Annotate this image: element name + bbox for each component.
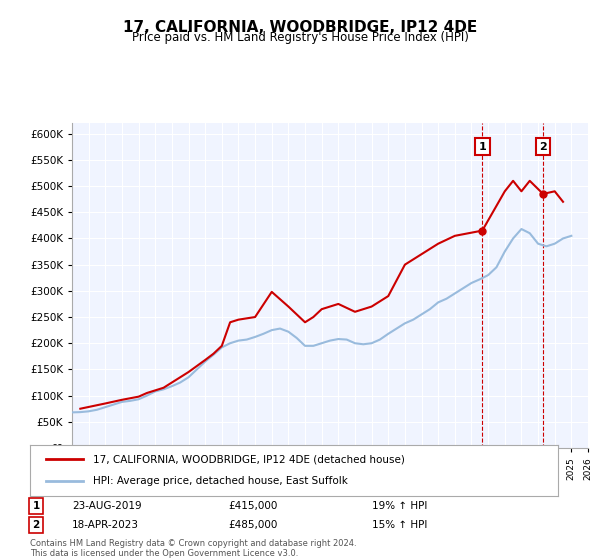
- Text: £415,000: £415,000: [228, 501, 277, 511]
- Text: 18-APR-2023: 18-APR-2023: [72, 520, 139, 530]
- Text: 1: 1: [32, 501, 40, 511]
- Text: 17, CALIFORNIA, WOODBRIDGE, IP12 4DE (detached house): 17, CALIFORNIA, WOODBRIDGE, IP12 4DE (de…: [94, 454, 405, 464]
- Text: Price paid vs. HM Land Registry's House Price Index (HPI): Price paid vs. HM Land Registry's House …: [131, 31, 469, 44]
- Text: 2: 2: [32, 520, 40, 530]
- Text: Contains HM Land Registry data © Crown copyright and database right 2024.
This d: Contains HM Land Registry data © Crown c…: [30, 539, 356, 558]
- Text: 19% ↑ HPI: 19% ↑ HPI: [372, 501, 427, 511]
- Text: 23-AUG-2019: 23-AUG-2019: [72, 501, 142, 511]
- Text: 2: 2: [539, 142, 547, 152]
- Text: 15% ↑ HPI: 15% ↑ HPI: [372, 520, 427, 530]
- Text: 1: 1: [478, 142, 486, 152]
- Text: HPI: Average price, detached house, East Suffolk: HPI: Average price, detached house, East…: [94, 477, 348, 487]
- Text: £485,000: £485,000: [228, 520, 277, 530]
- Text: 17, CALIFORNIA, WOODBRIDGE, IP12 4DE: 17, CALIFORNIA, WOODBRIDGE, IP12 4DE: [123, 20, 477, 35]
